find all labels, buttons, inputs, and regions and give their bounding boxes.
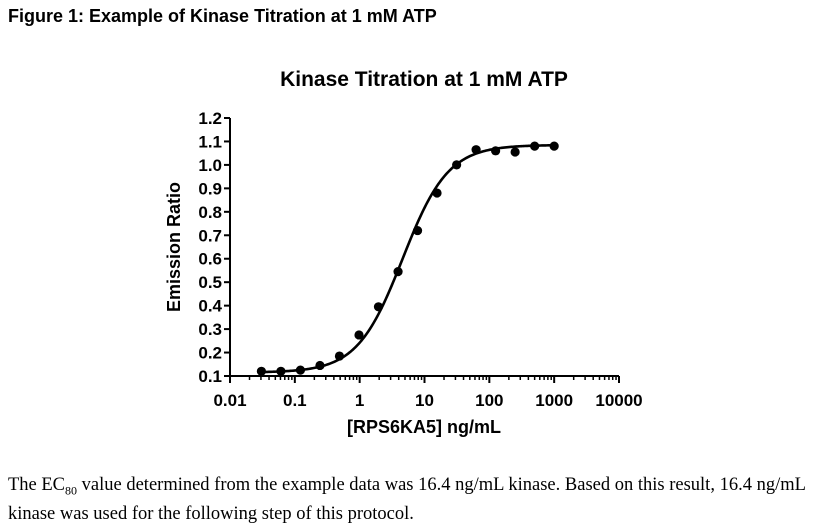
- chart-title: Kinase Titration at 1 mM ATP: [280, 68, 568, 91]
- data-point: [530, 141, 540, 151]
- data-point: [452, 160, 462, 170]
- x-tick-label: 1: [355, 391, 364, 410]
- data-point: [334, 351, 345, 361]
- data-point: [393, 267, 403, 277]
- x-axis-title: [RPS6KA5] ng/mL: [347, 417, 501, 437]
- caption-start: The EC: [8, 475, 66, 495]
- y-tick-label: 0.3: [198, 320, 222, 339]
- data-points-layer: [256, 141, 559, 376]
- y-tick-label: 0.2: [198, 344, 222, 363]
- dose-response-chart: Kinase Titration at 1 mM ATP 0.10.20.30.…: [164, 68, 643, 437]
- caption-rest: value determined from the example data w…: [8, 475, 806, 524]
- y-tick-label: 1.1: [198, 132, 222, 151]
- data-point: [276, 366, 286, 376]
- x-tick-label: 100: [475, 391, 503, 410]
- y-tick-label: 0.6: [198, 250, 222, 269]
- figure-heading: Figure 1: Example of Kinase Titration at…: [8, 6, 437, 26]
- data-point: [549, 141, 559, 151]
- data-point: [256, 366, 266, 376]
- x-tick-label: 10: [415, 391, 434, 410]
- figure-caption: The EC80 value determined from the examp…: [8, 474, 813, 526]
- fit-curve-layer: [261, 143, 555, 374]
- y-axis-title: Emission Ratio: [164, 182, 184, 312]
- caption-subscript: 80: [65, 483, 78, 498]
- data-point: [510, 147, 520, 157]
- y-tick-label: 0.9: [198, 179, 222, 198]
- data-point: [491, 146, 501, 156]
- data-point: [295, 365, 306, 375]
- data-point: [354, 330, 364, 340]
- x-axis: 0.01 0.1 1 10 100 1000 10000: [213, 375, 643, 410]
- x-tick-label: 10000: [595, 391, 642, 410]
- y-tick-label: 0.8: [198, 203, 222, 222]
- x-tick-label: 0.1: [283, 391, 307, 410]
- x-tick-label: 1000: [535, 391, 573, 410]
- data-point: [315, 360, 325, 371]
- data-point: [471, 145, 481, 155]
- y-axis: 0.1 0.2 0.3 0.4 0.5 0.6 0.7 0.8 0.9 1.0 1.1 1.2: [198, 109, 231, 386]
- y-tick-label: 1.2: [198, 109, 222, 128]
- y-tick-label: 0.4: [198, 297, 222, 316]
- x-tick-label: 0.01: [213, 391, 246, 410]
- y-tick-label: 1.0: [198, 156, 222, 175]
- y-tick-label: 0.7: [198, 226, 222, 245]
- y-tick-label: 0.5: [198, 273, 222, 292]
- data-point: [373, 302, 384, 312]
- y-tick-label: 0.1: [198, 367, 222, 386]
- fit-curve: [261, 143, 555, 374]
- data-point: [432, 188, 442, 198]
- data-point: [412, 225, 423, 236]
